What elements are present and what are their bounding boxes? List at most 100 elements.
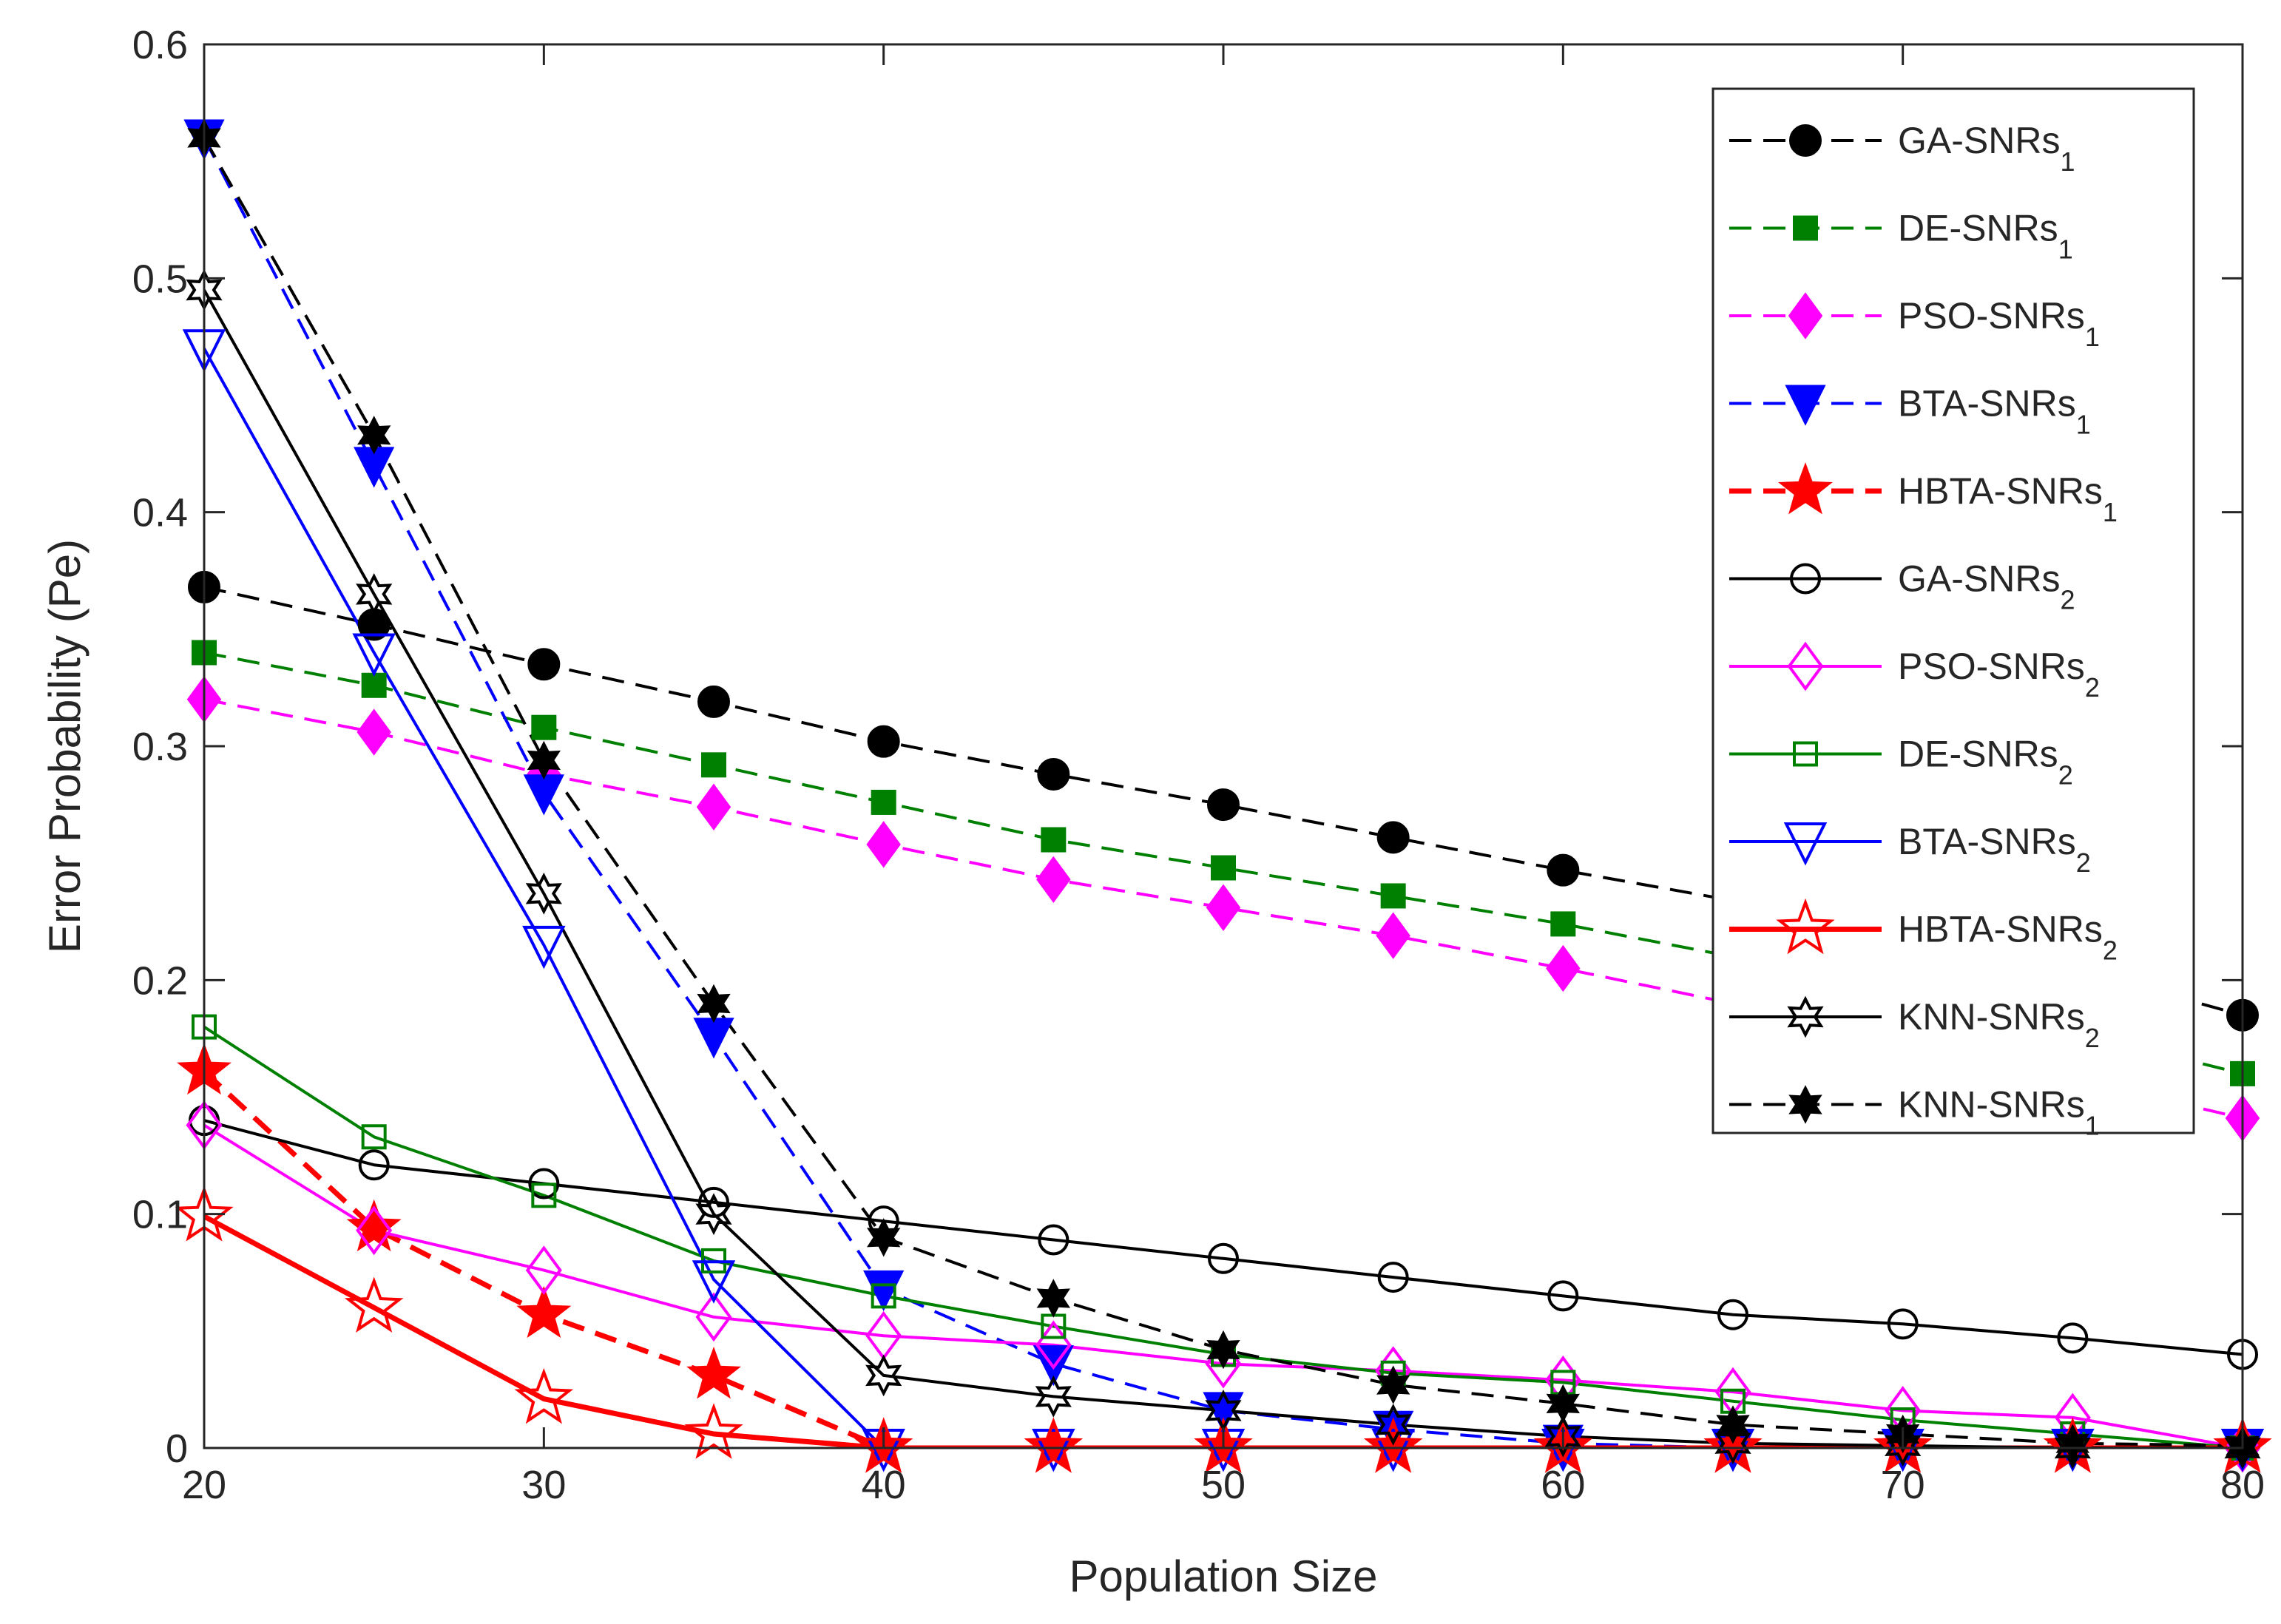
- data-point: [361, 1124, 387, 1150]
- legend-entry: PSO-SNRs1: [1898, 295, 2100, 352]
- legend-label: KNN-SNRs: [1898, 996, 2085, 1038]
- data-point: [1544, 1415, 1581, 1458]
- data-point: [1380, 883, 1406, 909]
- legend-marker: [1790, 563, 1821, 595]
- data-point: [866, 821, 901, 868]
- data-point: [516, 1285, 572, 1339]
- data-point: [692, 1260, 736, 1304]
- legend-marker: [1785, 385, 1826, 426]
- data-point: [686, 1347, 741, 1399]
- data-point: [1887, 1308, 1919, 1340]
- data-point: [697, 685, 730, 718]
- data-point: [1716, 1405, 1750, 1444]
- data-point: [1533, 1417, 1593, 1473]
- marker-layer: [175, 118, 2272, 1473]
- data-point: [1041, 827, 1067, 853]
- legend-entry: BTA-SNRs1: [1898, 383, 2091, 440]
- axis-ticks: 20 30 40 50 60 70 80 0 0.1 0.2 0.3 0.4 0.5 0.6: [132, 23, 2265, 1507]
- data-point: [863, 1270, 905, 1312]
- legend-subscript: 2: [2103, 936, 2118, 966]
- legend-entry: GA-SNRs2: [1898, 558, 2075, 615]
- y-tick-label: 0.6: [132, 23, 188, 67]
- data-point: [346, 1199, 402, 1252]
- legend-subscript: 2: [2058, 760, 2073, 791]
- data-point: [358, 1149, 390, 1181]
- data-point: [1024, 1417, 1084, 1473]
- data-point: [1194, 1417, 1253, 1473]
- legend-label: HBTA-SNRs: [1898, 909, 2103, 950]
- legend-entry: BTA-SNRs2: [1898, 821, 2091, 878]
- data-point: [866, 1218, 901, 1257]
- data-point: [525, 1245, 562, 1295]
- data-point: [1206, 884, 1241, 931]
- legend-marker: [1788, 1085, 1822, 1124]
- legend-box: [1711, 87, 2195, 1134]
- legend-subscript: 1: [2103, 497, 2118, 527]
- data-point: [1207, 788, 1240, 822]
- data-point: [523, 774, 564, 816]
- data-point: [514, 1367, 574, 1424]
- data-point: [1546, 944, 1581, 992]
- data-point: [1885, 1424, 1922, 1467]
- legend-label: GA-SNRs: [1898, 120, 2060, 161]
- legend-subscript: 2: [2085, 672, 2100, 703]
- data-point: [352, 633, 396, 677]
- data-point: [1036, 1279, 1071, 1318]
- x-tick-label: 80: [2220, 1463, 2265, 1507]
- data-point: [1377, 1262, 1409, 1293]
- y-tick-label: 0.3: [132, 725, 188, 769]
- legend-label: DE-SNRs: [1898, 734, 2058, 775]
- legend-entry: PSO-SNRs2: [1898, 646, 2100, 703]
- legend-marker: [1789, 124, 1822, 157]
- data-point: [1547, 853, 1580, 887]
- data-point: [1036, 856, 1071, 904]
- legend-marker: [1787, 995, 1824, 1038]
- x-tick-label: 30: [521, 1463, 566, 1507]
- data-point: [522, 925, 566, 970]
- legend: GA-SNRs1DE-SNRs1PSO-SNRs1BTA-SNRs1HBTA-S…: [1711, 87, 2195, 1141]
- legend-entry: GA-SNRs1: [1898, 120, 2075, 177]
- data-point: [528, 1168, 560, 1200]
- data-point: [695, 1292, 732, 1342]
- y-tick-label: 0.1: [132, 1193, 188, 1237]
- x-tick-label: 20: [182, 1463, 226, 1507]
- y-tick-label: 0.4: [132, 491, 188, 535]
- data-point: [1550, 911, 1576, 937]
- legend-subscript: 1: [2085, 322, 2100, 352]
- data-point: [698, 1186, 729, 1218]
- data-point: [2055, 1424, 2090, 1463]
- data-point: [701, 752, 726, 778]
- legend-subscript: 1: [2058, 234, 2073, 265]
- data-point: [696, 783, 731, 830]
- data-point: [684, 1403, 743, 1459]
- data-point: [2057, 1322, 2089, 1354]
- series-line-hbta-snrs-2: [204, 1214, 2243, 1448]
- legend-label: HBTA-SNRs: [1898, 470, 2103, 512]
- x-tick-label: 50: [1201, 1463, 1246, 1507]
- data-point: [865, 1354, 902, 1397]
- data-point: [527, 740, 561, 780]
- y-axis-label: Error Probability (Pe): [40, 539, 89, 953]
- data-point: [356, 573, 393, 615]
- legend-marker: [1793, 215, 1818, 241]
- data-point: [871, 789, 896, 815]
- data-point: [1363, 1417, 1423, 1473]
- data-point: [693, 1018, 734, 1059]
- legend-marker: [1778, 462, 1833, 515]
- legend-label: BTA-SNRs: [1898, 383, 2076, 424]
- data-point: [2054, 1427, 2091, 1469]
- legend-label: DE-SNRs: [1898, 208, 2058, 249]
- data-point: [867, 725, 900, 758]
- data-point: [1376, 821, 1410, 854]
- data-point: [1038, 1224, 1069, 1256]
- legend-subscript: 1: [2085, 1111, 2100, 1141]
- x-axis-label: Population Size: [1069, 1552, 1378, 1601]
- data-point: [1035, 1376, 1072, 1418]
- data-point: [356, 416, 391, 455]
- data-point: [1546, 1384, 1581, 1424]
- legend-label: GA-SNRs: [1898, 558, 2060, 600]
- legend-subscript: 1: [2076, 410, 2091, 440]
- data-point: [1375, 1404, 1412, 1446]
- x-tick-label: 60: [1541, 1463, 1585, 1507]
